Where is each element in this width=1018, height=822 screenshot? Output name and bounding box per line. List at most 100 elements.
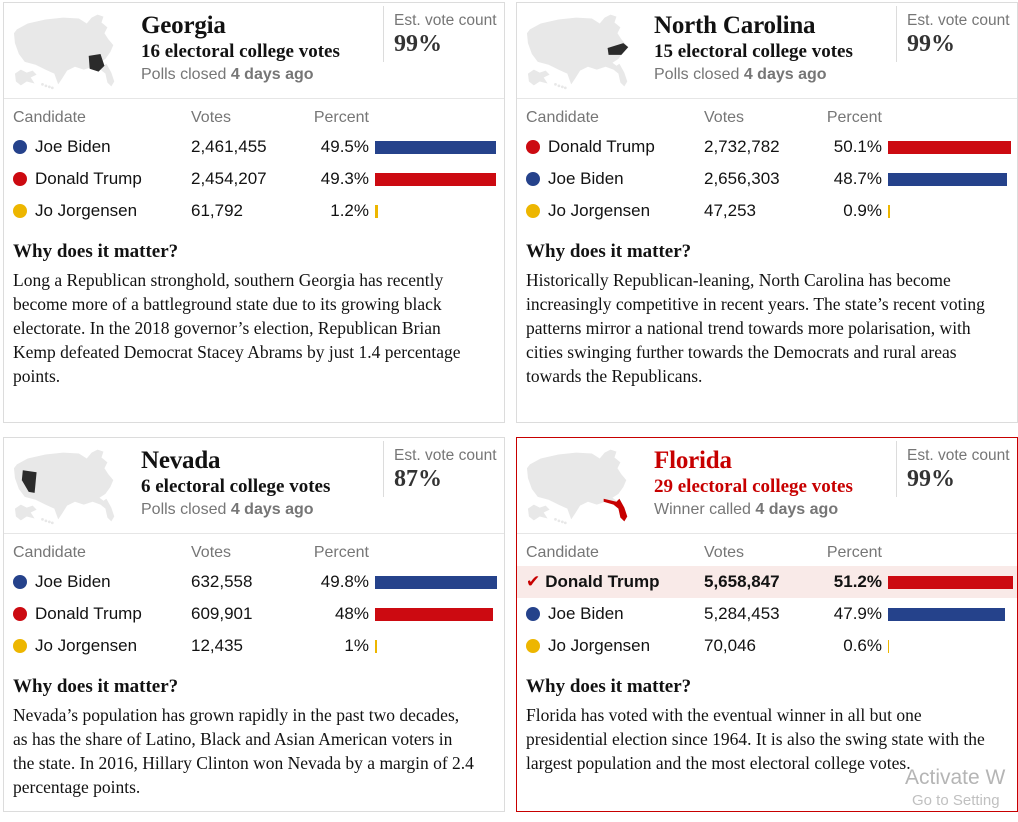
result-bar: [888, 575, 1014, 589]
poll-status-prefix: Polls closed: [654, 66, 740, 83]
vote-count: 47,253: [704, 201, 756, 220]
us-map-icon: [526, 449, 628, 525]
state-cards-grid: Georgia 16 electoral college votes Polls…: [3, 2, 1018, 812]
party-dot-icon: [13, 172, 27, 186]
why-text: Nevada’s population has grown rapidly in…: [13, 705, 474, 797]
candidate-name: Joe Biden: [35, 572, 111, 591]
col-candidate: Candidate: [13, 109, 86, 126]
party-dot-icon: [526, 639, 540, 653]
state-title: North Carolina: [654, 12, 816, 39]
candidate-row: ✔Joe Biden 632,558 49.8%: [13, 566, 497, 598]
result-bar: [375, 639, 378, 653]
est-vote-count-label: Est. vote count: [907, 12, 1010, 29]
us-map-icon: [13, 14, 115, 90]
state-title: Georgia: [141, 12, 226, 39]
state-title: Nevada: [141, 447, 221, 474]
candidate-row: ✔Joe Biden 2,461,455 49.5%: [13, 131, 497, 163]
vote-percent: 48%: [334, 604, 369, 623]
why-heading: Why does it matter?: [526, 676, 692, 697]
vote-percent: 49.3%: [320, 169, 369, 188]
candidate-name: Donald Trump: [545, 572, 660, 591]
vote-count: 5,658,847: [704, 572, 780, 591]
us-map-thumbnail: [525, 447, 643, 525]
candidate-name: Jo Jorgensen: [548, 201, 651, 220]
party-dot-icon: [13, 575, 27, 589]
candidate-row: ✔Jo Jorgensen 12,435 1%: [13, 630, 492, 662]
col-votes: Votes: [191, 544, 232, 561]
candidate-name: Jo Jorgensen: [35, 636, 138, 655]
result-bar: [375, 575, 497, 589]
candidate-row: ✔Joe Biden 2,656,303 48.7%: [526, 163, 1008, 195]
est-vote-count-value: 87%: [394, 466, 442, 492]
poll-status-prefix: Polls closed: [141, 501, 227, 518]
state-card-georgia: Georgia 16 electoral college votes Polls…: [3, 2, 505, 423]
candidate-row: ✔Donald Trump 2,732,782 50.1%: [526, 131, 1011, 163]
result-bar: [888, 204, 891, 218]
col-candidate: Candidate: [526, 109, 599, 126]
highlighted-state-florida: [603, 498, 628, 522]
why-it-matters-section: Why does it matter? Long a Republican st…: [4, 227, 504, 388]
vote-count: 2,732,782: [704, 137, 780, 156]
col-candidate: Candidate: [526, 544, 599, 561]
party-dot-icon: [526, 172, 540, 186]
poll-status: Winner called 4 days ago: [654, 501, 853, 519]
why-heading: Why does it matter?: [13, 676, 179, 697]
table-header-row: Candidate Votes Percent: [526, 99, 1005, 131]
col-percent: Percent: [826, 544, 882, 561]
party-dot-icon: [526, 204, 540, 218]
poll-status: Polls closed 4 days ago: [141, 501, 330, 519]
candidate-row: ✔Jo Jorgensen 61,792 1.2%: [13, 195, 492, 227]
result-bar: [888, 607, 1006, 621]
party-dot-icon: [526, 607, 540, 621]
why-it-matters-section: Why does it matter? Florida has voted wi…: [517, 662, 1017, 775]
candidate-row: ✔Donald Trump 2,454,207 49.3%: [13, 163, 496, 195]
candidate-row: ✔Donald Trump 609,901 48%: [13, 598, 493, 630]
vote-count: 70,046: [704, 636, 756, 655]
state-card-nevada: Nevada 6 electoral college votes Polls c…: [3, 437, 505, 812]
card-title-block: Nevada 6 electoral college votes Polls c…: [141, 447, 330, 519]
party-dot-icon: [13, 607, 27, 621]
why-heading: Why does it matter?: [13, 241, 179, 262]
state-card-north-carolina: North Carolina 15 electoral college vote…: [516, 2, 1018, 423]
poll-status-time: 4 days ago: [743, 66, 827, 83]
col-votes: Votes: [191, 109, 232, 126]
winner-check-icon: ✔: [526, 572, 541, 591]
highlighted-state-north-carolina: [607, 43, 629, 55]
vote-count: 2,454,207: [191, 169, 267, 188]
candidate-name: Joe Biden: [35, 137, 111, 156]
highlighted-state-nevada: [21, 470, 37, 493]
why-text: Florida has voted with the eventual winn…: [526, 705, 985, 773]
us-map-icon: [526, 14, 629, 90]
results-table: Candidate Votes Percent ✔Donald Trump 2,…: [517, 99, 1017, 227]
party-dot-icon: [13, 639, 27, 653]
result-bar: [375, 140, 497, 154]
vote-percent: 0.9%: [843, 201, 882, 220]
est-vote-count-label: Est. vote count: [907, 447, 1010, 464]
vote-count: 61,792: [191, 201, 243, 220]
vote-percent: 49.5%: [320, 137, 369, 156]
vote-count: 2,656,303: [704, 169, 780, 188]
candidate-name: Donald Trump: [548, 137, 655, 156]
result-bar: [888, 172, 1008, 186]
highlighted-state-georgia: [88, 53, 105, 72]
results-table: Candidate Votes Percent ✔ Donald Trump 5,…: [517, 534, 1017, 662]
poll-status-prefix: Winner called: [654, 501, 751, 518]
candidate-row: ✔Jo Jorgensen 70,046 0.6%: [526, 630, 1005, 662]
est-vote-count-value: 99%: [394, 31, 442, 57]
vote-percent: 50.1%: [833, 137, 882, 156]
party-dot-icon: [13, 204, 27, 218]
col-percent: Percent: [826, 109, 882, 126]
col-votes: Votes: [704, 109, 745, 126]
state-title: Florida: [654, 447, 732, 474]
electoral-votes: 15 electoral college votes: [654, 41, 853, 62]
why-it-matters-section: Why does it matter? Nevada’s population …: [4, 662, 504, 799]
card-header: Florida 29 electoral college votes Winne…: [517, 438, 1017, 534]
table-header-row: Candidate Votes Percent: [13, 99, 492, 131]
card-title-block: North Carolina 15 electoral college vote…: [654, 12, 853, 84]
results-table: Candidate Votes Percent ✔Joe Biden 632,5…: [4, 534, 504, 662]
why-text: Long a Republican stronghold, southern G…: [13, 270, 461, 386]
us-map-thumbnail: [12, 12, 130, 90]
us-map-thumbnail: [12, 447, 130, 525]
us-map-thumbnail: [525, 12, 643, 90]
